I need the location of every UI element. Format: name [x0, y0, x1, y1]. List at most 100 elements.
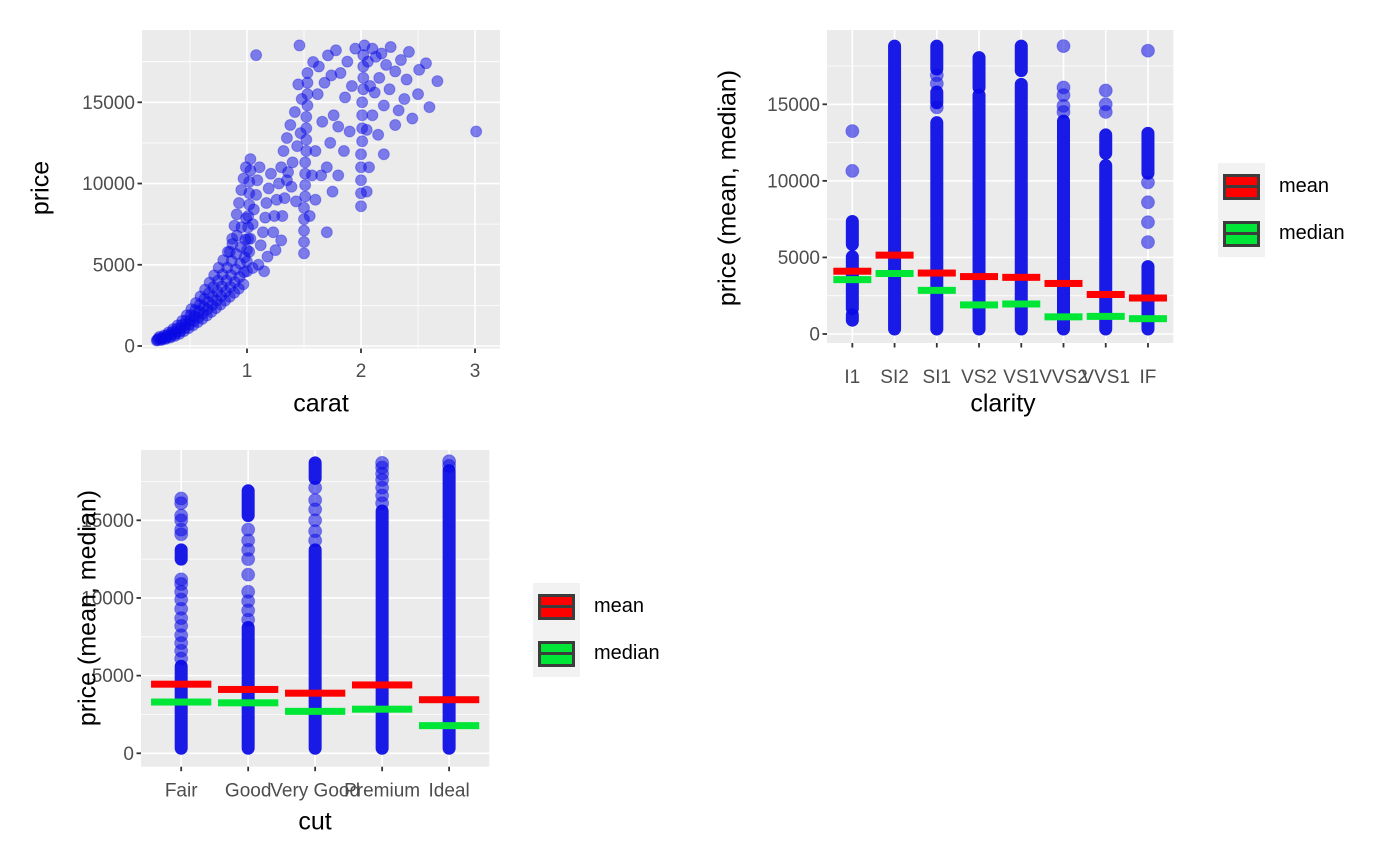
- panel-background: [827, 30, 1174, 343]
- data-point: [299, 190, 312, 203]
- data-point: [301, 99, 314, 112]
- data-point: [300, 133, 313, 146]
- data-point: [228, 219, 241, 232]
- data-point: [413, 63, 426, 76]
- data-point: [389, 119, 402, 132]
- legend-key-background: [533, 583, 580, 630]
- mean-crossbar: [833, 267, 872, 275]
- legend-label-median: median: [1279, 222, 1345, 244]
- data-point: [298, 247, 311, 260]
- x-tick-label: Very Good: [270, 781, 360, 802]
- data-point: [320, 161, 333, 174]
- data-point: [366, 109, 379, 122]
- data-point: [300, 122, 313, 135]
- legend-key-background: [1218, 210, 1265, 257]
- median-crossbar: [875, 270, 914, 278]
- data-point: [400, 73, 413, 86]
- mean-crossbar: [875, 251, 914, 259]
- data-point: [334, 67, 347, 80]
- data-point: [368, 86, 381, 99]
- data-point: [243, 187, 256, 200]
- data-point: [241, 255, 254, 268]
- data-point: [355, 148, 368, 161]
- median-crossbar-key-icon: [538, 640, 575, 667]
- median-crossbar: [351, 705, 413, 713]
- y-tick-label: 5000: [93, 255, 135, 276]
- strip-point: [174, 491, 189, 506]
- x-tick-label: I1: [844, 367, 860, 388]
- strip-point: [375, 455, 390, 470]
- median-crossbar: [960, 301, 999, 309]
- x-tick-label: Ideal: [429, 781, 470, 802]
- median-crossbar: [917, 286, 956, 294]
- data-point: [423, 101, 436, 114]
- data-point: [383, 83, 396, 96]
- x-axis-title-clarity: clarity: [970, 389, 1036, 418]
- data-point: [355, 200, 368, 213]
- legend-key-background: [533, 630, 580, 677]
- data-point: [373, 71, 386, 84]
- data-point: [406, 112, 419, 125]
- strip-point: [241, 584, 256, 599]
- mean-crossbar: [1086, 290, 1125, 298]
- strip-point: [174, 572, 189, 587]
- legend-label-mean: mean: [1279, 175, 1330, 197]
- median-crossbar: [1128, 315, 1167, 323]
- x-tick-label: VS2: [961, 367, 997, 388]
- y-tick-label: 0: [123, 744, 134, 765]
- median-crossbar: [285, 707, 346, 715]
- data-point: [226, 232, 239, 245]
- mean-crossbar: [1128, 294, 1167, 302]
- y-tick-label: 5000: [92, 666, 134, 687]
- data-point: [337, 145, 350, 158]
- data-point: [298, 224, 311, 237]
- data-point: [356, 135, 369, 148]
- strip-point: [1056, 80, 1071, 95]
- data-point: [288, 106, 301, 119]
- strip-point: [1140, 175, 1155, 190]
- chart-price-vs-carat: 0 5000 10000 15000 1 2 3 price carat: [0, 0, 700, 433]
- mean-crossbar: [351, 681, 413, 689]
- data-point: [377, 99, 390, 112]
- data-point: [356, 109, 369, 122]
- data-point: [318, 76, 331, 89]
- legend-entry-mean: mean: [533, 583, 660, 630]
- median-crossbar: [1044, 313, 1083, 321]
- mean-crossbar-key-icon: [538, 593, 575, 620]
- legend-label-median: median: [594, 642, 660, 664]
- x-tick-label: 1: [242, 361, 253, 382]
- data-point: [343, 125, 356, 138]
- data-point: [311, 88, 324, 101]
- data-point: [260, 197, 273, 210]
- strip-point: [1140, 215, 1155, 230]
- data-point: [233, 197, 246, 210]
- median-crossbar: [1086, 312, 1125, 320]
- median-crossbar: [833, 276, 872, 284]
- data-point: [341, 55, 354, 68]
- data-point: [332, 120, 345, 133]
- data-point: [277, 145, 290, 158]
- data-point: [326, 185, 339, 198]
- strip-point: [1098, 83, 1113, 98]
- data-point: [327, 109, 340, 122]
- data-point: [324, 136, 337, 149]
- data-point: [242, 232, 255, 245]
- legend-entry-median: median: [533, 630, 660, 677]
- data-point: [339, 91, 352, 104]
- y-axis-title-price-mean-median: price (mean, median): [73, 489, 102, 727]
- data-point: [315, 169, 328, 182]
- data-point: [242, 210, 255, 223]
- data-point: [298, 201, 311, 214]
- strip-point: [1098, 97, 1113, 112]
- mean-crossbar: [218, 685, 279, 693]
- data-point: [309, 145, 322, 158]
- data-point: [264, 167, 277, 180]
- data-point: [261, 250, 274, 263]
- strip-point: [174, 508, 189, 523]
- median-crossbar-key-icon: [1223, 220, 1260, 247]
- x-tick-label: VVS1: [1081, 367, 1130, 388]
- data-point: [300, 110, 313, 123]
- data-point: [380, 58, 393, 71]
